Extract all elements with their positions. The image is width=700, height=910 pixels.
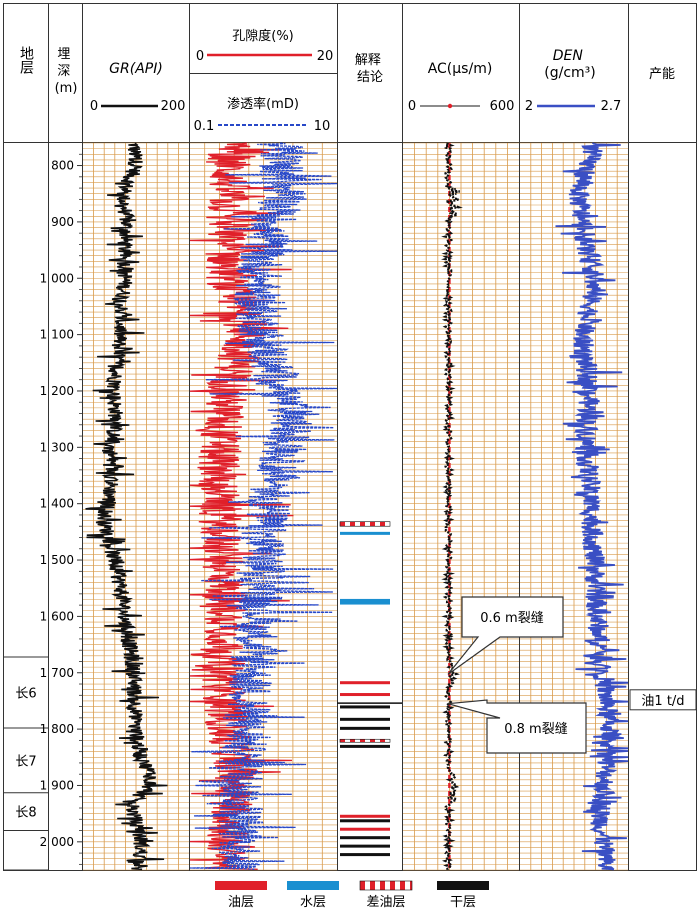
- header-permeability: 渗透率(mD): [227, 96, 299, 112]
- strata-label: 长7: [15, 754, 36, 769]
- legend-label-water: 水层: [300, 895, 326, 910]
- den-scale-max: 2.7: [601, 99, 622, 114]
- interp-oil-layer: [340, 814, 390, 818]
- depth-label: 1 300: [40, 440, 74, 454]
- depth-label: 1 400: [40, 497, 74, 511]
- interpretation-track: [339, 521, 391, 857]
- depth-label: 1 200: [40, 384, 74, 398]
- header-depth: 埋 深 (m): [55, 47, 78, 96]
- depth-label: 1 100: [40, 328, 74, 342]
- header-depth-line3: (m): [55, 81, 78, 96]
- header-den-line2: (g/cm³): [544, 65, 595, 81]
- legend-swatch-poor-oil: [359, 880, 413, 891]
- interp-water-layer: [340, 598, 390, 605]
- interp-dry-layer: [340, 726, 390, 730]
- header-gr: GR(API): [109, 61, 163, 77]
- depth-label: 1 000: [40, 271, 74, 285]
- table-frame: [3, 3, 697, 871]
- por-scale-min: 0: [196, 49, 204, 64]
- strata-track: 长6 长7 长8: [3, 656, 48, 871]
- legend: 油层 水层 差油层 干层: [215, 880, 489, 910]
- legend-swatch-dry: [437, 881, 489, 890]
- gr-scale-max: 200: [161, 99, 186, 114]
- header-strata: 地层: [18, 46, 34, 74]
- fracture-label-1: 0.6 m裂缝: [480, 611, 543, 626]
- interp-oil-layer: [340, 827, 390, 831]
- fracture-annotations: 0.6 m裂缝 0.8 m裂缝: [447, 596, 587, 754]
- interp-water-layer: [340, 531, 390, 535]
- interp-dry-layer: [340, 819, 390, 823]
- perm-scale-max: 10: [314, 119, 331, 134]
- interp-dry-layer: [340, 853, 390, 857]
- legend-swatch-water: [287, 881, 339, 890]
- header-production: 产能: [649, 67, 675, 82]
- depth-label: 800: [51, 159, 74, 173]
- interp-poor-oil-layer: [339, 738, 391, 743]
- production-box: [629, 689, 697, 711]
- depth-track: 800 900 1 000 1 100 1 200 1 300 1 400 1 500 1 60…: [40, 153, 82, 865]
- header-interp-line1: 解释: [355, 53, 381, 68]
- ac-scale-max: 600: [490, 99, 515, 114]
- interp-dry-layer: [340, 744, 390, 748]
- strata-label: 长6: [15, 686, 36, 701]
- header-den: DEN (g/cm³): [544, 48, 595, 81]
- header-interp-line2: 结论: [357, 70, 383, 85]
- fracture-label-2: 0.8 m裂缝: [504, 722, 567, 737]
- gr-curve-track: [85, 142, 168, 871]
- interp-dry-layer: [340, 717, 390, 721]
- depth-label: 1 900: [40, 778, 74, 792]
- depth-label: 2 000: [40, 835, 74, 849]
- header-ac: AC(μs/m): [428, 61, 493, 77]
- header-den-line1: DEN: [553, 48, 584, 64]
- perm-scale-min: 0.1: [194, 119, 215, 134]
- depth-label: 900: [51, 215, 74, 229]
- ac-scale-dot: [447, 103, 453, 109]
- gr-curve: [85, 142, 168, 871]
- fracture-callout-2: [447, 699, 587, 754]
- header-porosity: 孔隙度(%): [232, 28, 294, 44]
- track-grids: [83, 142, 628, 871]
- header-row: 地层 埋 深 (m) GR(API) 0 200 孔隙度(%) 0 20 渗透率…: [18, 28, 675, 134]
- den-curve: [555, 142, 629, 871]
- legend-label-oil: 油层: [228, 895, 254, 910]
- interp-dry-layer: [340, 836, 390, 840]
- strata-label: 长8: [15, 806, 36, 821]
- interp-poor-oil-layer: [339, 521, 391, 527]
- production-value: 油1 t/d: [641, 694, 684, 709]
- porosity-curve-track: [189, 142, 338, 870]
- legend-swatch-oil: [215, 881, 267, 890]
- ac-curve: [440, 142, 463, 871]
- fracture-callout-1: [447, 596, 564, 675]
- permeability-curve: [189, 142, 338, 870]
- ac-curve-track: [440, 142, 463, 871]
- header-interpretation: 解释 结论: [355, 53, 385, 85]
- depth-label: 1 500: [40, 553, 74, 567]
- interp-oil-layer: [340, 681, 390, 685]
- legend-label-dry: 干层: [450, 895, 476, 910]
- depth-label: 1 800: [40, 722, 74, 736]
- legend-label-poor-oil: 差油层: [366, 895, 405, 910]
- header-depth-line1: 埋: [57, 47, 70, 62]
- den-scale-min: 2: [525, 99, 533, 114]
- interp-oil-layer: [340, 693, 390, 697]
- interp-dry-layer: [340, 705, 390, 709]
- gr-scale-min: 0: [90, 99, 98, 114]
- por-scale-max: 20: [317, 49, 334, 64]
- production-track: 油1 t/d: [337, 689, 697, 711]
- interp-dry-layer: [340, 844, 390, 848]
- depth-label: 1 700: [40, 666, 74, 680]
- depth-label: 1 600: [40, 609, 74, 623]
- header-depth-line2: 深: [57, 64, 70, 79]
- den-curve-track: [555, 142, 629, 871]
- ac-scale-min: 0: [408, 99, 416, 114]
